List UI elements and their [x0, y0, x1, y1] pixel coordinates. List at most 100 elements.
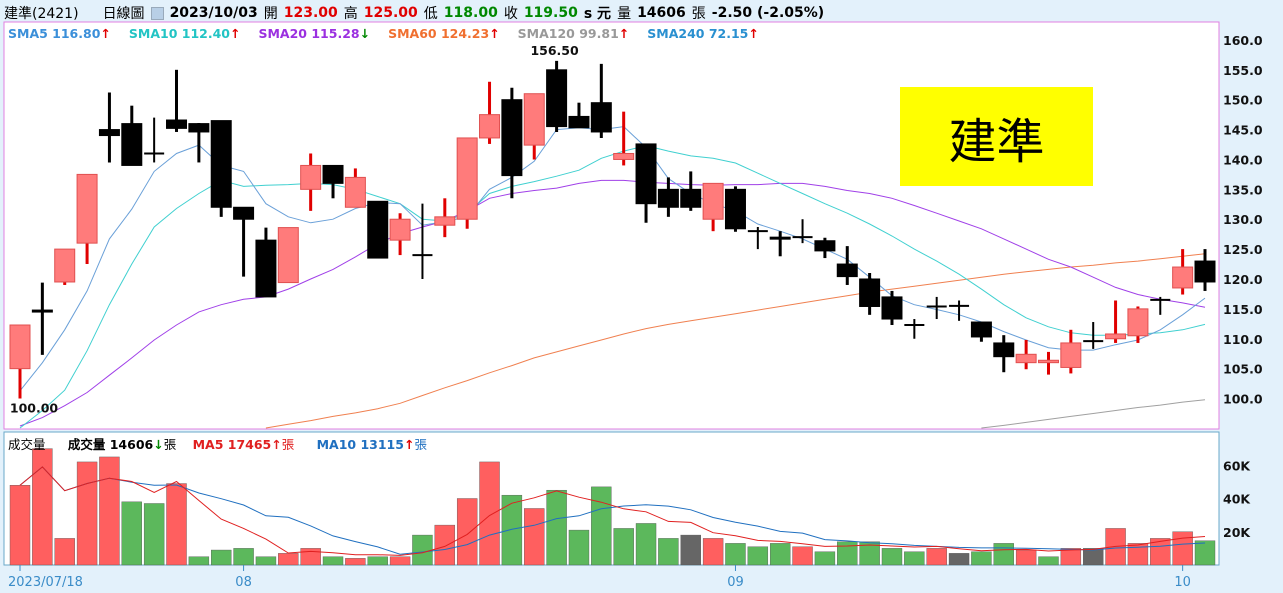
x-tick-label: 2023/07/18	[8, 575, 83, 590]
volume-bar	[792, 546, 813, 566]
volume-bar	[814, 551, 836, 566]
volume-bar	[143, 503, 165, 566]
volume-bar	[993, 543, 1014, 566]
price-tick: 125.0	[1223, 242, 1263, 257]
period-checkbox[interactable]	[150, 6, 164, 20]
candle-up	[479, 114, 501, 139]
volume-bar	[166, 483, 187, 566]
candle-up	[1105, 333, 1127, 340]
candle-up	[300, 164, 322, 190]
candle-down	[31, 309, 53, 313]
sma20-line	[19, 179, 1206, 427]
volume-bar	[345, 558, 366, 566]
volume-bar	[412, 534, 433, 566]
price-tick: 130.0	[1223, 212, 1263, 227]
volume-bar	[255, 556, 277, 566]
candle-up	[1060, 342, 1082, 368]
arrow-down-icon: ↓	[153, 437, 164, 452]
volume-bar	[904, 551, 925, 566]
price-tick: 105.0	[1223, 362, 1263, 377]
candle-down	[769, 236, 791, 240]
arrow-up-icon: ↑	[489, 26, 500, 41]
low-label: 低	[423, 6, 438, 22]
candle-down	[322, 164, 344, 184]
volume-bar	[456, 498, 478, 566]
period-label: 日線圖	[102, 6, 145, 22]
volume-bar	[948, 553, 970, 566]
arrow-up-icon: ↑	[618, 26, 630, 41]
volume-bar	[613, 528, 634, 566]
volume-bar	[211, 549, 232, 566]
price-unit: s 元	[583, 6, 612, 22]
candle-up	[344, 176, 366, 208]
price-tick: 145.0	[1223, 123, 1263, 138]
volume-bar	[702, 538, 724, 566]
volume-bar	[1127, 543, 1149, 566]
price-legend: SMA5 116.80↑ SMA10 112.40↑ SMA20 115.28↓ SM…	[8, 26, 777, 41]
volume-value: 14606	[637, 5, 686, 21]
candle-down	[970, 321, 992, 338]
volume-bar	[300, 548, 321, 566]
volume-bar	[501, 494, 523, 566]
volume-bar	[479, 461, 500, 566]
legend-label: SMA60 124.23	[388, 26, 490, 41]
candle-down	[635, 143, 657, 205]
candle-up	[389, 218, 411, 241]
candle-down	[657, 188, 679, 208]
candle-up	[1127, 308, 1149, 337]
volume-tick: 60K	[1223, 458, 1251, 473]
volume-bar	[1150, 538, 1171, 566]
volume-bar	[635, 523, 657, 566]
arrow-up-icon: ↑	[230, 26, 241, 41]
volume-bar	[233, 548, 254, 566]
sma120-line	[981, 399, 1206, 429]
price-tick: 110.0	[1223, 332, 1263, 347]
volume-ma10: MA10 13115	[316, 437, 404, 452]
volume-current: 成交量 14606	[67, 437, 154, 452]
candle-down	[233, 206, 255, 220]
volume-bar	[837, 541, 858, 566]
volume-bar	[1083, 548, 1104, 566]
candle-down	[546, 69, 568, 128]
volume-bar	[524, 508, 545, 566]
price-tick: 155.0	[1223, 63, 1263, 78]
price-tick: 100.0	[1223, 392, 1263, 407]
low-value: 118.00	[443, 5, 498, 21]
brand-box: 建準	[900, 87, 1093, 186]
volume-bar	[188, 556, 210, 566]
arrow-up-icon: ↑	[403, 437, 415, 452]
quote-date: 2023/10/03	[169, 5, 258, 21]
price-change: -2.50 (-2.05%)	[711, 5, 825, 21]
candle-down	[680, 188, 702, 208]
candle-down	[859, 278, 881, 307]
volume-unit: 張	[414, 437, 427, 452]
candle-down	[367, 200, 389, 259]
candle-up	[613, 152, 635, 160]
x-tick-label: 08	[235, 575, 252, 590]
volume-legend: 成交量 成交量 14606↓張 MA5 17465↑張 MA10 13115↑張	[8, 434, 445, 453]
candle-up	[54, 248, 76, 283]
candle-down	[210, 120, 232, 208]
legend-item: SMA240 72.15↑	[647, 26, 759, 41]
candle-up	[702, 182, 724, 220]
volume-bar	[32, 448, 53, 566]
legend-label: SMA240 72.15	[647, 26, 749, 41]
volume-unit: 張	[163, 437, 177, 452]
candle-down	[881, 296, 903, 320]
arrow-down-icon: ↓	[359, 26, 371, 41]
volume-bar	[389, 556, 411, 566]
volume-ma10-line	[19, 466, 1206, 555]
volume-bar	[1060, 548, 1082, 566]
stock-name: 建準(2421)	[4, 6, 79, 22]
candle-down	[568, 115, 590, 129]
high-label: 高	[343, 6, 358, 22]
volume-bar	[278, 553, 299, 566]
open-value: 123.00	[283, 5, 338, 21]
volume-bar	[1172, 531, 1193, 566]
legend-label: SMA5 116.80	[8, 26, 101, 41]
x-tick-label: 10	[1174, 575, 1191, 590]
volume-bar	[434, 524, 456, 566]
volume-unit: 張	[281, 437, 295, 452]
price-tick: 135.0	[1223, 182, 1263, 197]
